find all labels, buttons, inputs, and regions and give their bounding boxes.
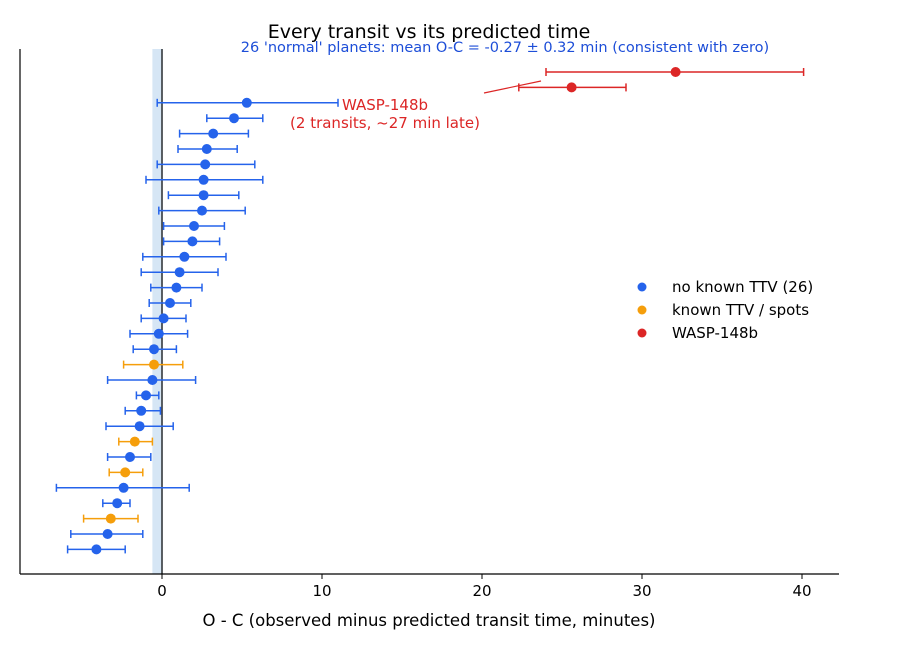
data-point	[142, 251, 227, 262]
point-marker	[136, 405, 147, 416]
annotation-arrow	[483, 80, 542, 94]
data-point	[55, 482, 190, 493]
axes-layer: 0 10 20 30 40	[19, 49, 839, 600]
data-point	[140, 313, 187, 324]
point-marker	[201, 144, 212, 154]
data-point	[545, 67, 805, 77]
consistency-band	[152, 49, 163, 574]
legend-entry: no known TTV (26)	[637, 278, 813, 296]
legend-label: no known TTV (26)	[672, 278, 813, 296]
point-marker	[134, 421, 145, 432]
chart-title: Every transit vs its predicted time	[268, 21, 591, 43]
x-tick-label: 10	[312, 582, 331, 600]
point-marker	[141, 390, 151, 401]
data-point	[66, 544, 126, 555]
point-marker	[174, 267, 185, 278]
legend-marker	[637, 328, 647, 338]
point-marker	[187, 236, 198, 247]
data-point	[162, 236, 221, 247]
point-marker	[147, 375, 158, 385]
data-point	[135, 390, 160, 401]
annotation-line2: (2 transits, ~27 min late)	[290, 114, 480, 132]
point-marker	[129, 436, 140, 447]
data-point	[156, 159, 256, 170]
point-marker	[197, 205, 207, 216]
point-marker	[165, 298, 175, 308]
point-marker	[198, 174, 209, 185]
point-marker	[125, 452, 135, 462]
data-point	[129, 328, 189, 339]
x-tick-label: 30	[632, 582, 651, 600]
band-layer	[152, 49, 163, 574]
point-marker	[200, 159, 211, 170]
data-point	[178, 128, 250, 139]
data-point	[158, 205, 246, 216]
point-marker	[158, 313, 169, 324]
legend-marker	[637, 305, 647, 315]
legend-label: known TTV / spots	[672, 301, 809, 319]
point-marker	[241, 97, 252, 108]
data-point	[106, 375, 197, 385]
data-point	[70, 529, 144, 539]
data-point	[145, 174, 264, 185]
data-point	[108, 467, 144, 478]
data-point	[150, 282, 203, 293]
data-point	[167, 190, 240, 201]
point-marker	[149, 344, 159, 355]
point-marker	[171, 282, 182, 293]
data-point	[162, 221, 226, 231]
point-marker	[670, 67, 681, 77]
point-marker	[149, 359, 159, 370]
point-marker	[112, 498, 123, 509]
point-marker	[208, 128, 219, 139]
point-marker	[102, 529, 113, 539]
point-marker	[566, 82, 577, 93]
point-marker	[198, 190, 209, 201]
legend-label: WASP-148b	[672, 324, 758, 342]
data-point	[140, 267, 219, 278]
data-point	[156, 97, 339, 108]
x-tick-label: 0	[157, 582, 167, 600]
legend-entry: WASP-148b	[637, 324, 758, 342]
data-point	[106, 452, 152, 462]
annotation-line1: WASP-148b	[342, 96, 428, 114]
point-marker	[118, 482, 129, 493]
point-marker	[229, 113, 239, 124]
data-point	[206, 113, 264, 124]
data-point	[118, 436, 154, 447]
data-point	[148, 298, 192, 308]
data-point	[105, 421, 174, 432]
data-point	[177, 144, 238, 154]
data-point	[132, 344, 178, 355]
point-marker	[153, 328, 164, 339]
data-point	[102, 498, 131, 509]
data-point	[122, 359, 184, 370]
data-point	[518, 82, 627, 93]
marks-layer	[55, 67, 805, 555]
point-marker	[91, 544, 102, 555]
x-tick-label: 40	[792, 582, 811, 600]
data-point	[124, 405, 162, 416]
legend-entry: known TTV / spots	[637, 301, 809, 319]
point-marker	[120, 467, 131, 478]
point-marker	[179, 251, 190, 262]
chart-subtitle: 26 'normal' planets: mean O-C = -0.27 ± …	[241, 40, 769, 56]
x-axis-label: O - C (observed minus predicted transit …	[202, 611, 655, 630]
legend: no known TTV (26) known TTV / spots WASP-1…	[637, 278, 813, 342]
legend-marker	[637, 282, 647, 292]
point-marker	[189, 221, 199, 231]
x-tick-label: 20	[472, 582, 491, 600]
data-point	[82, 513, 139, 524]
point-marker	[105, 513, 116, 524]
